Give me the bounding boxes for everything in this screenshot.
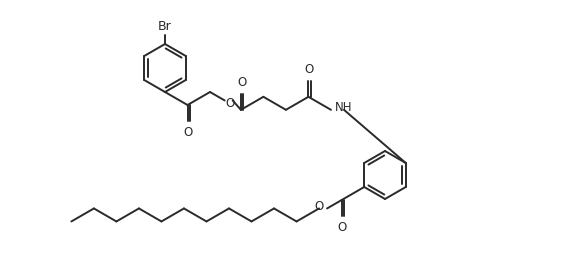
Text: O: O — [315, 200, 324, 213]
Text: O: O — [305, 63, 314, 76]
Text: Br: Br — [158, 20, 172, 33]
Text: O: O — [237, 76, 247, 89]
Text: NH: NH — [335, 101, 353, 114]
Text: O: O — [183, 126, 192, 139]
Text: O: O — [225, 97, 235, 110]
Text: O: O — [337, 221, 346, 234]
